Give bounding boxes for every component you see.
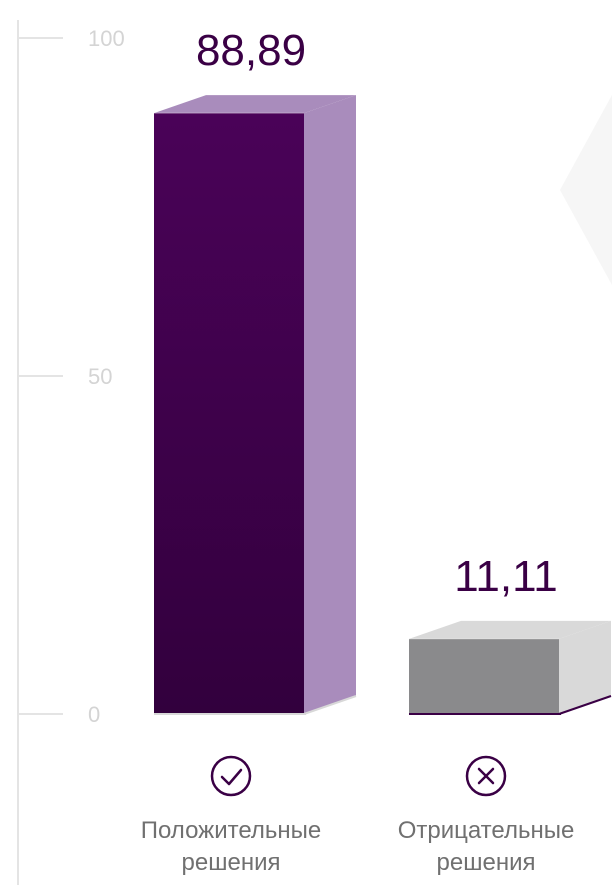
bar-side-face — [559, 620, 611, 714]
bar-1 — [154, 95, 357, 715]
bar-top-face — [154, 95, 356, 114]
category-label: Положительные решения — [141, 817, 322, 876]
bar-front-face — [409, 638, 559, 714]
bar-baseline-depth — [558, 695, 612, 715]
y-tick-label: 100 — [88, 26, 125, 51]
bar-baseline-depth — [303, 695, 357, 715]
bar-side-face — [304, 95, 356, 715]
y-axis-ticks: 0 50 100 — [18, 26, 125, 727]
y-tick-label: 0 — [88, 702, 100, 727]
data-labels: 88,89 11,11 — [196, 26, 558, 601]
y-tick-label: 50 — [88, 364, 112, 389]
bar-2 — [409, 620, 612, 715]
x-circle-icon — [465, 755, 507, 797]
bars — [154, 95, 612, 715]
bar-front-face — [154, 113, 304, 715]
background-decoration — [560, 95, 612, 285]
check-circle-icon — [210, 755, 252, 797]
category-labels: Положительные решения Отрицательные решения — [141, 755, 575, 876]
category-label: Отрицательные решения — [398, 817, 575, 876]
bar-top-face — [409, 620, 611, 639]
bar-value-label: 88,89 — [196, 26, 306, 75]
bar-value-label: 11,11 — [454, 552, 558, 601]
